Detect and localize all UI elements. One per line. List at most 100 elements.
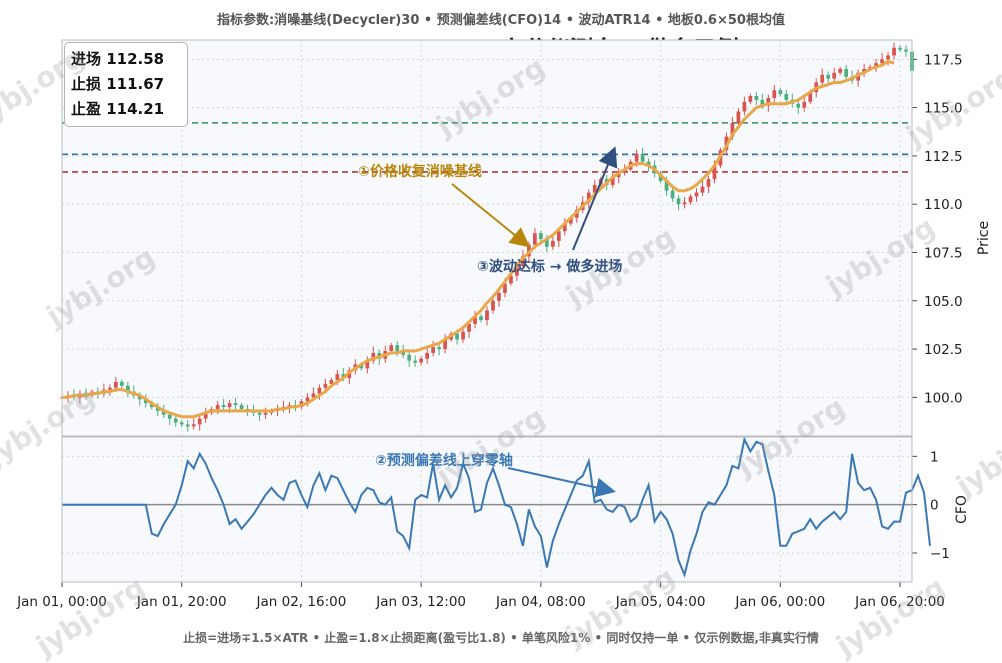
chart-footer: 止损=进场∓1.5×ATR • 止盈=1.8×止损距离(盈亏比1.8) • 单笔… [183,631,819,645]
candle-body [161,410,166,415]
candle-body [772,90,777,98]
candle-body [437,347,441,350]
candle-body [808,92,813,102]
candle-body [838,68,843,73]
candle-body [646,161,651,166]
arrow-price-reclaim [451,183,531,248]
cfo-line [62,436,931,578]
annotation-cfo-cross: ②预测偏差线上穿零轴 [375,453,513,469]
arrow-entry [572,146,618,251]
x-tick-label: Jan 06, 20:00 [854,594,945,610]
candle-body [125,385,130,392]
candle-body [419,358,424,363]
candle-body [155,407,160,411]
price-y-tick-label: 115.0 [924,101,963,117]
candle-body [485,310,489,321]
candle-body [712,165,717,180]
candle-body [467,323,471,332]
cfo-y-tick-label: −1 [930,546,950,562]
candle-body [371,352,376,361]
candle-body [784,94,789,100]
price-y-tick-label: 117.5 [924,52,963,68]
candle-body [305,397,310,402]
candle-body [766,97,771,106]
candle-body [586,192,591,203]
candle-body [694,192,699,197]
target-level-text: 止盈 114.21 [71,100,165,118]
candle-body [191,424,196,427]
price-y-tick-label: 107.5 [924,245,963,261]
x-tick-label: Jan 01, 20:00 [136,594,227,610]
candle-body [556,231,561,241]
candle-body [539,233,543,239]
candle-body [167,414,172,419]
candle-body [562,223,567,232]
candle-body [874,63,878,68]
candle-body [407,354,412,361]
candle-body [545,238,549,247]
candle-body [892,47,896,56]
candle-body [479,316,483,321]
candle-body [503,283,507,294]
candle-body [173,418,178,423]
candle-body [736,111,741,124]
x-tick-label: Jan 06, 00:00 [734,594,825,610]
candle-body [640,153,645,162]
candle-body [323,383,328,388]
candle-body [521,256,525,267]
chart-subtitle: 指标参数:消噪基线(Decycler)30 • 预测偏差线(CFO)14 • 波… [217,13,785,28]
levels-box: 进场 112.58 止损 111.67 止盈 114.21 [64,42,188,127]
candle-body [185,424,190,427]
candle-body [682,202,687,205]
candle-body [592,184,597,193]
candle-body [700,186,705,193]
cfo-y-tick-label: 0 [930,498,939,514]
candle-body [455,333,459,340]
candle-body [263,412,268,415]
stop-level-text: 止损 111.67 [71,75,165,93]
candle-body [491,300,495,311]
candle-body [832,72,837,79]
annotation-entry: ③波动达标 → 做多进场 [477,259,623,275]
price-y-tick-label: 112.5 [924,149,963,165]
candle-body [473,316,477,324]
candle-body [197,418,202,425]
candle-body [137,395,142,400]
candle-body [568,217,573,224]
candle-body [114,381,118,388]
candle-body [515,266,519,276]
candle-body [149,403,154,408]
candle-body [329,379,334,384]
cfo-axis-label: CFO [954,495,970,524]
candle-body [227,403,232,408]
candle-body [880,59,884,64]
x-tick-label: Jan 03, 12:00 [375,594,466,610]
candle-body [143,399,148,404]
candle-body [461,331,465,340]
candle-body [796,103,801,108]
candle-body [311,393,316,398]
candle-body [257,412,262,415]
candle-body [706,179,711,187]
candle-body [730,123,735,137]
candle-body [431,347,435,353]
candle-body [203,412,208,419]
annotation-price-reclaim: ①价格收复消噪基线 [358,164,482,180]
candle-body [179,422,184,425]
candle-body [550,240,555,247]
candle-body [335,374,340,380]
candle-body [395,345,400,352]
x-tick-label: Jan 01, 00:00 [16,594,107,610]
price-axis-label: Price [976,221,992,255]
candle-body [233,403,238,406]
candle-body [497,293,501,301]
candle-body [688,196,693,203]
candle-body [760,99,765,106]
candle-body [317,387,322,394]
candle-body [862,68,866,73]
candle-body [754,96,759,100]
candle-body [778,90,783,95]
candle-body [221,405,226,408]
candle-body [886,55,890,60]
